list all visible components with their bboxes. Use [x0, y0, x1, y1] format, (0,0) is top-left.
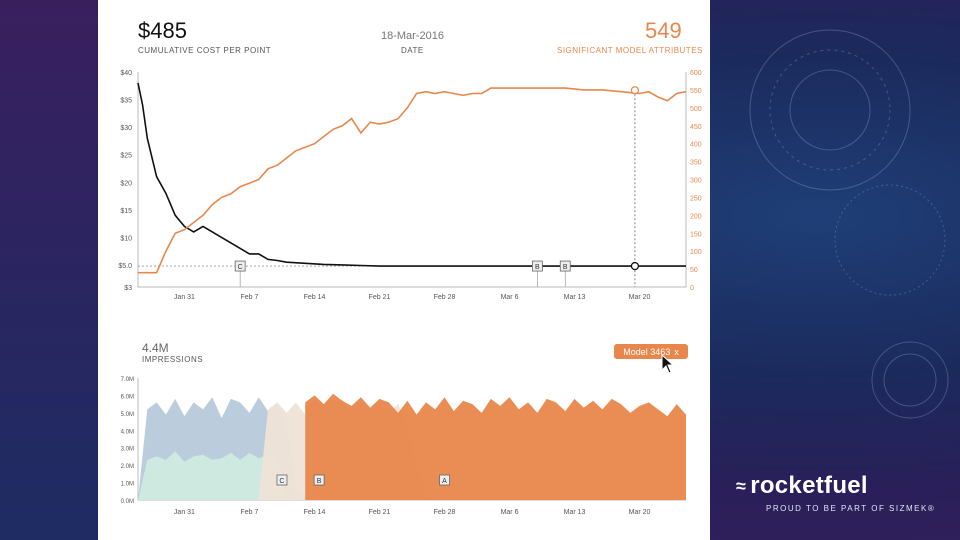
impressions-tick-label: 5.0M: [121, 412, 134, 418]
impressions-marker-label: B: [317, 478, 322, 485]
x-tick-label: Mar 6: [501, 294, 519, 301]
marker-label: B: [563, 264, 568, 271]
x-tick-label: Feb 7: [241, 294, 259, 301]
impressions-value: 4.4M: [142, 341, 169, 355]
impressions-tick-label: 7.0M: [121, 377, 134, 383]
marker-label: C: [238, 264, 243, 271]
x-tick-label: Feb 28: [434, 294, 456, 301]
marker-box: [234, 260, 246, 272]
brand-logo: ≈ rocketfuel PROUD TO BE PART OF SIZMEK®: [736, 472, 935, 513]
left-tick-label: $40: [120, 70, 132, 77]
left-tick-label: $5.0: [118, 263, 132, 270]
left-tick-label: $10: [120, 235, 132, 242]
right-tick-label: 250: [690, 195, 702, 202]
impressions-tick-label: 3.0M: [121, 447, 134, 453]
impressions-label: IMPRESSIONS: [142, 355, 204, 364]
impressions-x-tick: Feb 28: [434, 509, 456, 516]
right-tick-label: 0: [690, 285, 694, 292]
impressions-tick-label: 6.0M: [121, 394, 134, 400]
impressions-marker-label: A: [442, 478, 447, 485]
cost-label: CUMULATIVE COST PER POINT: [138, 46, 272, 55]
left-background: [0, 0, 98, 540]
date-label: DATE: [401, 46, 424, 55]
brand-name: rocketfuel: [750, 472, 868, 499]
highlight-point-attributes: [630, 86, 640, 95]
left-tick-label: $20: [120, 180, 132, 187]
impressions-x-tick: Feb 14: [304, 509, 326, 516]
model-filter-chip[interactable]: Model 3463 x: [614, 344, 688, 359]
impressions-marker-box: [439, 474, 450, 486]
impressions-x-tick: Jan 31: [174, 509, 195, 516]
right-tick-label: 300: [690, 178, 702, 185]
x-tick-label: Mar 13: [564, 294, 586, 301]
impressions-marker-box: [276, 474, 288, 486]
left-tick-label: $30: [120, 125, 132, 132]
impressions-tick-label: 4.0M: [121, 429, 134, 435]
impressions-x-tick: Feb 21: [369, 509, 391, 516]
left-tick-label: $15: [120, 208, 132, 215]
charts: $40$35$30$25$20$15$10$5.0$36005505004504…: [118, 70, 702, 516]
area-model-a: [305, 393, 686, 500]
impressions-x-tick: Feb 7: [241, 509, 259, 516]
marker-box: [531, 260, 543, 272]
dashboard-panel: $485 CUMULATIVE COST PER POINT 18-Mar-20…: [98, 0, 710, 540]
left-tick-label: $3: [124, 285, 132, 292]
right-tick-label: 350: [690, 160, 702, 167]
series-line-cost-per-point: [137, 82, 686, 267]
close-icon[interactable]: x: [674, 346, 679, 357]
left-tick-label: $35: [120, 98, 132, 105]
highlight-point-cost: [630, 261, 640, 271]
impressions-x-tick: Mar 6: [501, 509, 519, 516]
right-tick-label: 400: [690, 142, 702, 149]
right-tick-label: 450: [690, 124, 702, 131]
date-value: 18-Mar-2016: [381, 30, 444, 42]
impressions-tick-label: 0.0M: [121, 499, 134, 505]
impressions-tick-label: 2.0M: [121, 464, 134, 470]
impressions-marker-label: C: [279, 478, 284, 485]
rocket-swoosh-icon: ≈: [736, 475, 747, 496]
area-model-c-inner: [138, 451, 287, 500]
right-tick-label: 100: [690, 249, 702, 256]
right-tick-label: 550: [690, 88, 702, 95]
x-tick-label: Feb 14: [304, 294, 326, 301]
cursor-icon: [661, 354, 675, 374]
brand-tagline: PROUD TO BE PART OF SIZMEK®: [766, 504, 936, 513]
impressions-x-tick: Mar 20: [629, 509, 651, 516]
impressions-tick-label: 1.0M: [121, 482, 134, 488]
cost-value: $485: [138, 18, 187, 43]
attributes-value: 549: [645, 18, 682, 43]
right-tick-label: 150: [690, 231, 702, 238]
impressions-marker-box: [313, 474, 325, 486]
decorative-background: [749, 29, 949, 419]
series-line-significant-model-attributes: [138, 87, 687, 274]
marker-label: B: [535, 264, 540, 271]
impressions-x-tick: Mar 13: [564, 509, 586, 516]
attributes-label: SIGNIFICANT MODEL ATTRIBUTES: [557, 46, 703, 55]
x-tick-label: Feb 21: [369, 294, 391, 301]
right-tick-label: 500: [690, 106, 702, 113]
left-tick-label: $25: [120, 153, 132, 160]
marker-box: [559, 260, 571, 272]
x-tick-label: Jan 31: [174, 294, 195, 301]
x-tick-label: Mar 20: [629, 294, 651, 301]
right-tick-label: 50: [690, 267, 698, 274]
right-tick-label: 200: [690, 213, 702, 220]
right-tick-label: 600: [690, 70, 702, 77]
model-chip-label: Model 3463: [623, 346, 671, 357]
